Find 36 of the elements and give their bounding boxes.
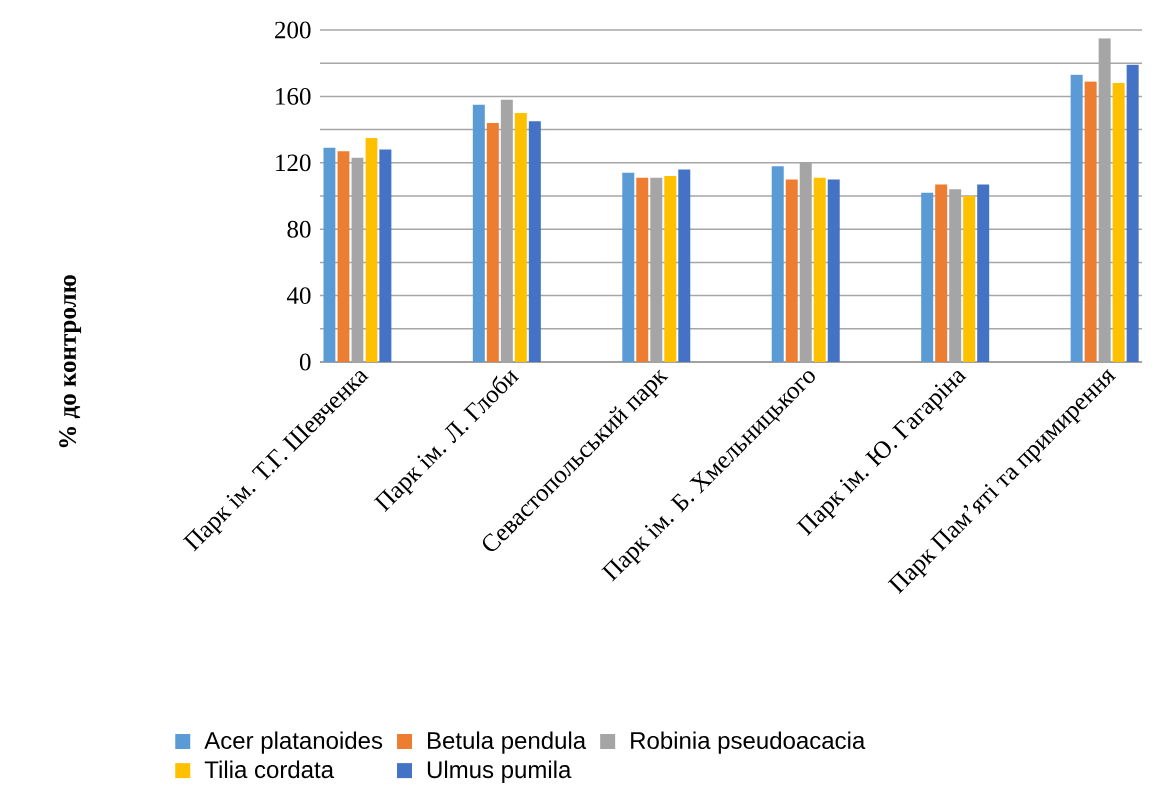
bar: [678, 169, 691, 363]
bar: [636, 177, 649, 363]
bar: [1070, 74, 1083, 363]
bar: [514, 113, 527, 363]
bar: [337, 151, 350, 363]
bar: [827, 179, 840, 363]
y-tick-label: 40: [286, 287, 311, 305]
y-tick-label: 200: [275, 21, 311, 39]
legend-label: Tilia cordata: [204, 760, 335, 779]
y-axis-title: % до контролю: [59, 275, 82, 448]
y-tick-label: 120: [276, 154, 311, 172]
bar: [323, 147, 336, 363]
bar: [472, 104, 485, 363]
legend-label: Acer platanoides: [204, 731, 383, 754]
bar: [379, 149, 392, 363]
bar: [1112, 83, 1125, 363]
bar: [486, 122, 499, 363]
bar: [935, 184, 948, 363]
bar: [622, 172, 635, 363]
bar: [977, 184, 990, 363]
y-tick-label: 80: [287, 220, 311, 238]
y-tick-label: 0: [299, 353, 311, 371]
bar: [813, 177, 826, 363]
bar: [963, 196, 976, 363]
y-tick-label: 160: [276, 87, 311, 105]
bar: [921, 192, 934, 363]
bar: [785, 179, 798, 363]
legend-label: Robinia pseudoacacia: [631, 731, 866, 754]
legend-label: Betula pendula: [428, 731, 587, 754]
bar: [771, 166, 784, 363]
bar: [365, 137, 378, 363]
legend-label: Ulmus pumila: [427, 760, 572, 783]
bar: [528, 121, 541, 363]
bar: [664, 176, 677, 363]
bar: [1084, 81, 1097, 363]
bar: [1126, 64, 1139, 363]
